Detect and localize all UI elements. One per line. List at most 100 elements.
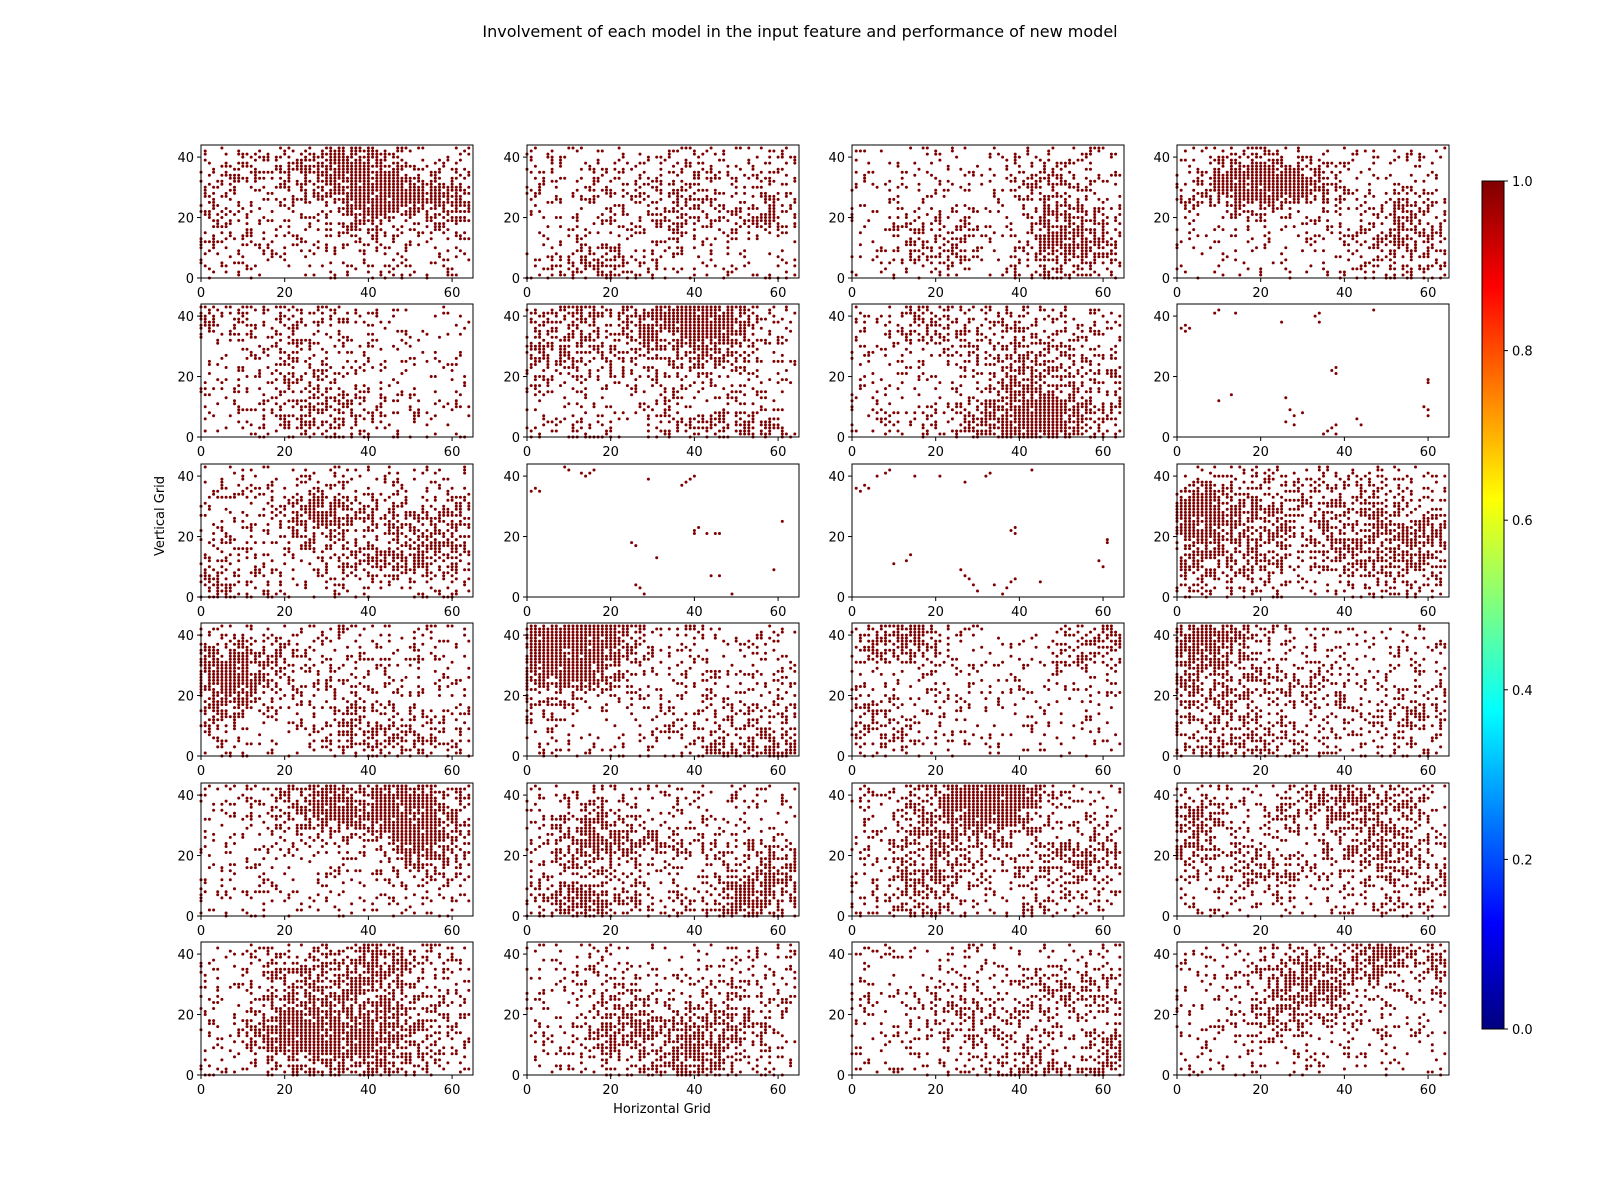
scatter-point [375,234,379,238]
scatter-point [1047,149,1051,153]
scatter-point [1338,255,1342,259]
scatter-point [1063,255,1067,259]
scatter-point [304,158,308,162]
scatter-point [571,363,575,366]
scatter-point [283,179,287,183]
scatter-point [538,273,542,277]
scatter-point [237,411,241,415]
scatter-point [1013,188,1017,192]
scatter-point [283,204,287,207]
scatter-point [667,219,671,223]
scatter-point [1238,188,1242,192]
scatter-point [375,158,379,162]
scatter-point [203,210,207,213]
scatter-point [417,338,421,342]
scatter-point [299,188,303,192]
x-tick-label: 40 [360,445,377,460]
scatter-point [1296,155,1300,159]
scatter-point [538,210,542,213]
scatter-point [1068,258,1072,262]
scatter-point [684,158,688,162]
scatter-point [308,384,312,388]
scatter-point [630,270,634,274]
scatter-point [325,399,328,403]
scatter-point [1242,170,1246,174]
scatter-point [1217,161,1221,165]
scatter-point [1238,170,1242,174]
scatter-point [1409,213,1413,216]
scatter-point [676,194,680,198]
scatter-point [950,210,954,213]
scatter-point [759,179,763,183]
scatter-point [228,173,232,177]
scatter-point [346,200,349,204]
scatter-point [341,231,345,235]
scatter-point [705,188,709,192]
scatter-point [776,222,780,226]
scatter-point [404,243,408,247]
scatter-point [1275,179,1279,183]
scatter-point [575,375,579,378]
scatter-point [571,270,575,274]
scatter-point [245,231,249,235]
scatter-point [1089,182,1092,186]
scatter-point [417,191,421,195]
scatter-point [1259,219,1263,223]
scatter-point [1242,204,1246,207]
scatter-point [1080,219,1084,223]
scatter-point [412,182,416,186]
scatter-point [383,204,387,207]
scatter-point [921,240,925,244]
scatter-point [350,204,354,207]
scatter-point [287,179,291,183]
scatter-point [1296,185,1300,189]
scatter-point [366,170,370,174]
scatter-point [638,329,642,333]
scatter-point [392,185,395,189]
scatter-point [467,237,471,241]
scatter-point [1305,182,1309,186]
scatter-point [1246,191,1250,195]
scatter-point [638,191,642,195]
scatter-point [743,249,747,253]
scatter-point [1188,231,1192,235]
scatter-point [634,350,638,354]
scatter-point [768,194,772,198]
scatter-point [1084,255,1088,259]
scatter-point [667,311,671,315]
scatter-point [1196,213,1200,216]
scatter-point [1338,185,1342,189]
scatter-point [1255,179,1258,183]
scatter-point [463,384,467,388]
scatter-point [646,314,650,318]
scatter-point [709,219,713,223]
scatter-point [738,146,742,150]
scatter-point [613,219,617,223]
scatter-point [383,366,387,369]
scatter-point [375,311,379,315]
scatter-point [228,311,232,315]
scatter-point [764,216,767,219]
scatter-point [697,216,701,219]
scatter-point [697,207,701,210]
scatter-point [946,273,950,277]
scatter-point [450,408,454,412]
scatter-point [663,411,667,415]
scatter-point [375,197,379,201]
scatter-point [325,146,328,150]
scatter-point [1055,234,1059,238]
scatter-point [1388,249,1392,253]
scatter-point [325,216,328,219]
scatter-point [625,182,629,186]
scatter-point [722,191,726,195]
scatter-point [463,326,467,330]
scatter-point [346,213,349,216]
scatter-point [730,213,734,216]
scatter-point [1443,200,1447,204]
scatter-point [320,369,324,372]
scatter-point [609,273,613,277]
scatter-point [672,231,675,235]
scatter-point [1072,161,1076,165]
scatter-point [1351,152,1355,156]
